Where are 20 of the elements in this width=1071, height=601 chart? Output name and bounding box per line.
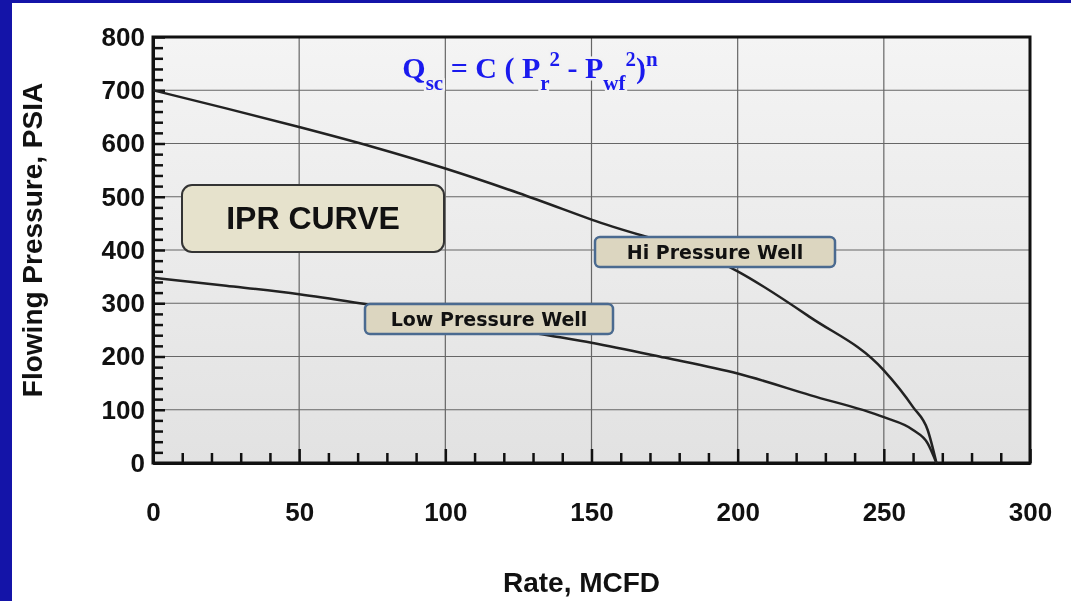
y-tick-label: 100 xyxy=(101,394,145,425)
y-tick-label: 300 xyxy=(101,288,145,319)
y-tick-label: 800 xyxy=(101,21,145,52)
y-tick-label: 500 xyxy=(101,181,145,212)
x-tick-label: 50 xyxy=(285,497,315,528)
x-tick-label: 150 xyxy=(570,497,614,528)
y-tick-label: 400 xyxy=(101,234,145,265)
series-label: Hi Pressure Well xyxy=(626,241,804,263)
x-tick-label: 200 xyxy=(716,497,760,528)
x-tick-label: 100 xyxy=(424,497,468,528)
x-axis-title: Rate, MCFD xyxy=(502,567,661,598)
annotation: IPR CURVE xyxy=(226,200,400,236)
x-tick-label: 250 xyxy=(862,497,907,528)
y-tick-label: 200 xyxy=(101,341,145,372)
y-tick-label: 600 xyxy=(101,128,145,159)
x-tick-label: 300 xyxy=(1008,497,1053,528)
y-tick-label: 0 xyxy=(130,447,145,478)
y-tick-label: 700 xyxy=(101,75,145,106)
series-label: Low Pressure Well xyxy=(390,308,588,330)
y-axis-title: Flowing Pressure, PSIA xyxy=(17,82,48,398)
